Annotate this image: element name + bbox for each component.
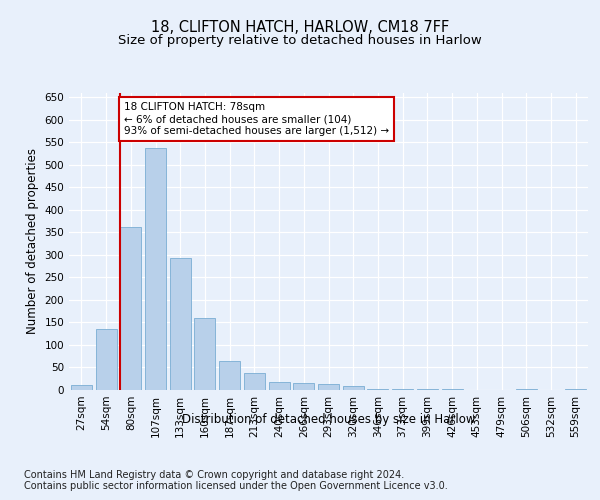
Text: Contains public sector information licensed under the Open Government Licence v3: Contains public sector information licen… (24, 481, 448, 491)
Bar (343, 386, 364, 390)
Bar (95, 329, 116, 390)
Y-axis label: Number of detached properties: Number of detached properties (26, 148, 39, 334)
Bar (442, 389, 463, 390)
Text: Contains HM Land Registry data © Crown copyright and database right 2024.: Contains HM Land Registry data © Crown c… (24, 470, 404, 480)
Bar (244, 373, 265, 390)
Bar (417, 389, 438, 390)
Bar (145, 148, 166, 390)
Bar (219, 360, 240, 390)
Text: Size of property relative to detached houses in Harlow: Size of property relative to detached ho… (118, 34, 482, 47)
Text: 18 CLIFTON HATCH: 78sqm
← 6% of detached houses are smaller (104)
93% of semi-de: 18 CLIFTON HATCH: 78sqm ← 6% of detached… (124, 102, 389, 136)
Bar (516, 388, 537, 390)
Bar (565, 388, 586, 390)
Bar (170, 258, 191, 390)
Bar (293, 383, 314, 390)
Bar (71, 386, 92, 390)
Text: Distribution of detached houses by size in Harlow: Distribution of detached houses by size … (182, 412, 476, 426)
Text: 18, CLIFTON HATCH, HARLOW, CM18 7FF: 18, CLIFTON HATCH, HARLOW, CM18 7FF (151, 20, 449, 35)
Bar (194, 318, 215, 390)
Bar (367, 388, 388, 390)
Bar (120, 227, 141, 390)
Bar (318, 384, 339, 390)
Bar (392, 389, 413, 390)
Bar (269, 382, 290, 390)
